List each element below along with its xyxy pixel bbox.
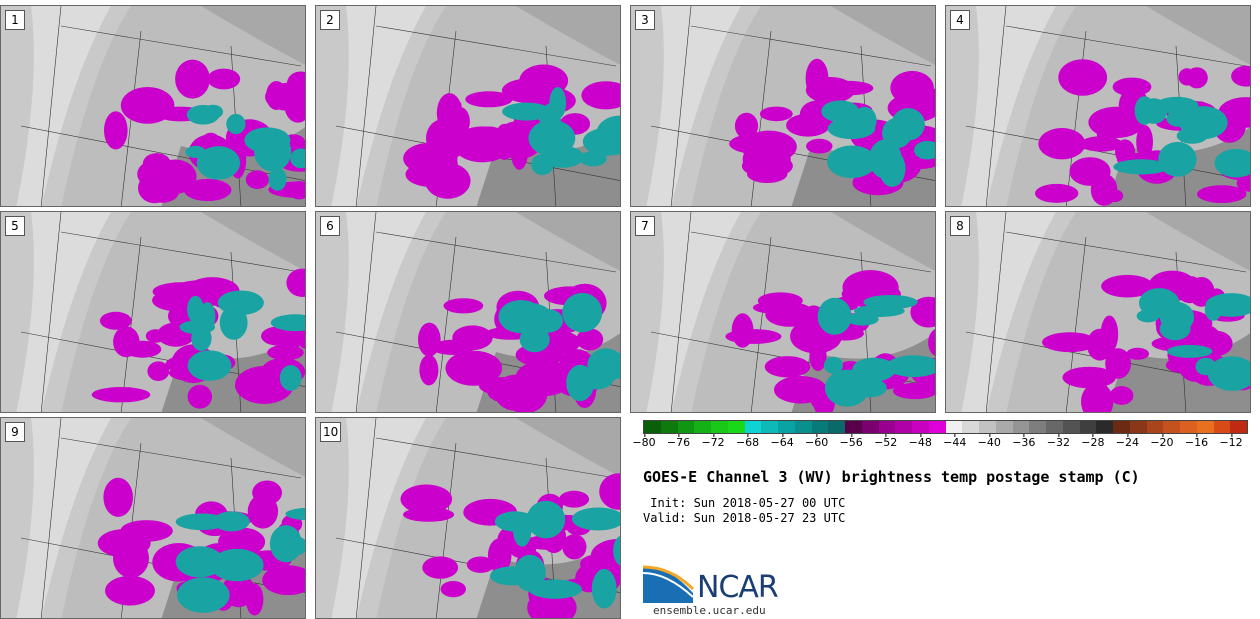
coldest-cloud-tops: [502, 87, 620, 176]
colorbar-segment: [861, 421, 879, 433]
colorbar-segment: [694, 421, 711, 433]
colorbar-segment: [1180, 421, 1197, 433]
forecast-panel: 10: [315, 417, 621, 619]
colorbar-segment: [1230, 421, 1247, 433]
colorbar-tick-label: −16: [1184, 434, 1209, 449]
forecast-panel: 7: [630, 211, 936, 413]
colorbar-segment: [1113, 421, 1130, 433]
forecast-panel: 2: [315, 5, 621, 207]
colorbar-tick-label: −52: [874, 434, 898, 449]
panel-number: 2: [320, 10, 340, 30]
forecast-panel: 9: [0, 417, 306, 619]
colorbar-tick-label: −48: [908, 434, 932, 449]
colorbar-segment: [995, 421, 1013, 433]
colorbar-tick-label: −40: [977, 434, 1001, 449]
panel-number: 9: [5, 422, 25, 442]
panel-number: 3: [635, 10, 655, 30]
valid-time: Valid: Sun 2018-05-27 23 UTC: [643, 511, 846, 525]
panel-number: 4: [950, 10, 970, 30]
colorbar-tick-label: −20: [1150, 434, 1174, 449]
colorbar-tick-label: −36: [1012, 434, 1036, 449]
colorbar-tick-label: −60: [805, 434, 829, 449]
colorbar-segment: [1029, 421, 1046, 433]
panel-number: 7: [635, 216, 655, 236]
panel-number: 1: [5, 10, 25, 30]
colorbar-segment: [1096, 421, 1113, 433]
colorbar-segment: [962, 421, 979, 433]
colorbar-tick-label: −64: [770, 434, 794, 449]
forecast-panel: 1: [0, 5, 306, 207]
colorbar-segment: [828, 421, 845, 433]
colorbar-segment: [677, 421, 695, 433]
colorbar-tick-label: −80: [632, 434, 656, 449]
cold-cloud-shield: [104, 59, 305, 204]
colorbar-segment: [711, 421, 728, 433]
coldest-cloud-tops: [1113, 96, 1250, 178]
colorbar-segment: [1196, 421, 1214, 433]
colorbar-segment: [878, 421, 896, 433]
colorbar-segment: [1062, 421, 1080, 433]
panel-number: 6: [320, 216, 340, 236]
colorbar-segment: [1146, 421, 1164, 433]
coldest-cloud-tops: [489, 500, 620, 609]
forecast-panel: 4: [945, 5, 1251, 207]
colorbar-tick-label: −12: [1219, 434, 1243, 449]
colorbar-tick-label: −68: [735, 434, 760, 449]
colorbar-segment: [845, 421, 862, 433]
init-time: Init: Sun 2018-05-27 00 UTC: [643, 496, 846, 510]
colorbar-segment: [912, 421, 929, 433]
colorbar-segment: [945, 421, 963, 433]
cold-cloud-shield: [403, 64, 620, 199]
colorbar-segment: [1163, 421, 1180, 433]
colorbar-segment: [979, 421, 996, 433]
colorbar-segment: [928, 421, 946, 433]
colorbar-tick-label: −56: [839, 434, 863, 449]
panel-number: 10: [320, 422, 342, 442]
colorbar-segment: [1079, 421, 1097, 433]
colorbar-segment: [744, 421, 762, 433]
colorbar-tick-label: −32: [1046, 434, 1070, 449]
forecast-panel: 8: [945, 211, 1251, 413]
coldest-cloud-tops: [1136, 288, 1250, 391]
colorbar-ticks: −80 −76 −72 −68 −64 −60 −56 −52 −48 −44 −40 −36 −32−…: [632, 434, 1248, 458]
colorbar-segment: [761, 421, 778, 433]
colorbar-segment: [778, 421, 795, 433]
forecast-panel: 5: [0, 211, 306, 413]
forecast-panel: 6: [315, 211, 621, 413]
colorbar: [643, 420, 1248, 434]
colorbar-segment: [727, 421, 745, 433]
colorbar-segment: [794, 421, 812, 433]
figure-title: GOES-E Channel 3 (WV) brightness temp po…: [643, 468, 1140, 486]
colorbar-segment: [1012, 421, 1030, 433]
forecast-panel: 3: [630, 5, 936, 207]
colorbar-segment: [644, 421, 661, 433]
coldest-cloud-tops: [185, 104, 305, 191]
colorbar-tick-label: −76: [666, 434, 691, 449]
colorbar-segment: [1213, 421, 1231, 433]
ncar-logo-icon: [643, 565, 695, 603]
colorbar-segment: [811, 421, 829, 433]
logo-text: NCAR: [697, 570, 779, 605]
website-url: ensemble.ucar.edu: [653, 604, 766, 617]
colorbar-tick-label: −24: [1115, 434, 1140, 449]
panel-number: 8: [950, 216, 970, 236]
coldest-cloud-tops: [179, 290, 305, 391]
coldest-cloud-tops: [498, 292, 620, 402]
coldest-cloud-tops: [817, 295, 935, 407]
colorbar-segment: [660, 421, 678, 433]
coldest-cloud-tops: [821, 100, 935, 187]
panel-number: 5: [5, 216, 25, 236]
colorbar-tick-label: −72: [701, 434, 725, 449]
coldest-cloud-tops: [175, 507, 305, 613]
colorbar-segment: [895, 421, 912, 433]
colorbar-tick-label: −28: [1081, 434, 1105, 449]
colorbar-tick-label: −44: [943, 434, 967, 449]
colorbar-segment: [1046, 421, 1063, 433]
colorbar-segment: [1129, 421, 1147, 433]
